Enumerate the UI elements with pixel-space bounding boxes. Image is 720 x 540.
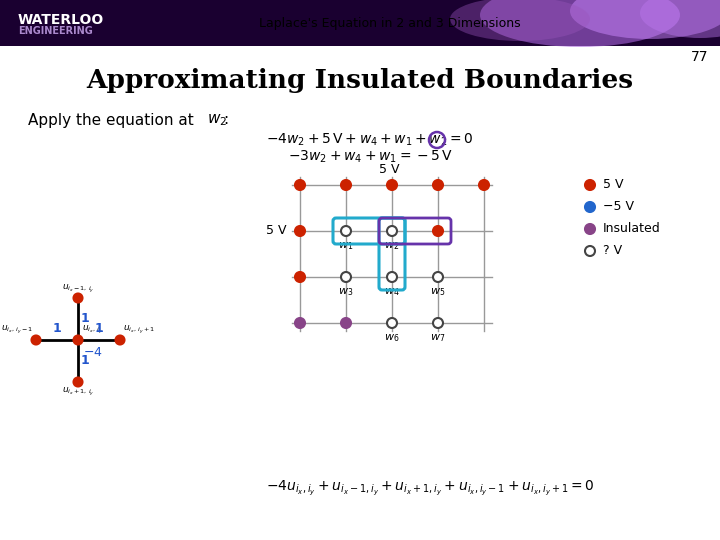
Circle shape [295, 180, 305, 190]
Text: $-3w_2 + w_4 + w_1 = -5\,\mathrm{V}$: $-3w_2 + w_4 + w_1 = -5\,\mathrm{V}$ [287, 149, 452, 165]
Text: $u_{i_x,\,i_y+1}$: $u_{i_x,\,i_y+1}$ [123, 323, 156, 336]
Text: $u_{i_x-1,\,i_y}$: $u_{i_x-1,\,i_y}$ [62, 282, 94, 295]
Circle shape [341, 318, 351, 328]
Circle shape [341, 226, 351, 236]
Text: −5 V: −5 V [603, 200, 634, 213]
Circle shape [295, 318, 305, 328]
Text: $u_{i_x+1,\,i_y}$: $u_{i_x+1,\,i_y}$ [62, 385, 94, 397]
Ellipse shape [640, 0, 720, 38]
Circle shape [115, 335, 125, 345]
Text: 1: 1 [94, 322, 104, 335]
Text: $w_4$: $w_4$ [384, 286, 400, 298]
Text: $-4$: $-4$ [83, 346, 103, 359]
Text: Approximating Insulated Boundaries: Approximating Insulated Boundaries [86, 68, 634, 93]
Circle shape [387, 180, 397, 190]
Text: $w_5$: $w_5$ [431, 286, 446, 298]
Circle shape [73, 377, 83, 387]
Circle shape [341, 272, 351, 282]
Text: 1: 1 [81, 354, 90, 368]
Circle shape [387, 318, 397, 328]
Text: $w_2$: $w_2$ [207, 112, 227, 128]
Text: Laplace's Equation in 2 and 3 Dimensions: Laplace's Equation in 2 and 3 Dimensions [259, 17, 521, 30]
Text: Apply the equation at: Apply the equation at [28, 112, 199, 127]
Text: $u_{i_x,\,i_y-1}$: $u_{i_x,\,i_y-1}$ [1, 323, 33, 336]
Text: 1: 1 [81, 313, 90, 326]
Text: $-4w_2 + 5\,\mathrm{V} + w_4 + w_1 + w_2 = 0$: $-4w_2 + 5\,\mathrm{V} + w_4 + w_1 + w_2… [266, 132, 474, 148]
Text: Insulated: Insulated [603, 222, 661, 235]
Circle shape [585, 180, 595, 190]
Circle shape [73, 335, 83, 345]
Circle shape [585, 224, 595, 234]
Text: $u_{i_x,\,i_y}$: $u_{i_x,\,i_y}$ [82, 323, 103, 336]
Circle shape [585, 246, 595, 256]
Text: 77: 77 [690, 50, 708, 64]
Text: ? V: ? V [603, 245, 622, 258]
Circle shape [479, 180, 489, 190]
Circle shape [32, 335, 40, 345]
Circle shape [433, 226, 443, 236]
Text: $w_6$: $w_6$ [384, 332, 400, 344]
Text: $w_7$: $w_7$ [431, 332, 446, 344]
Text: WATERLOO: WATERLOO [18, 13, 104, 27]
Text: 5 V: 5 V [603, 179, 624, 192]
Text: $w_1$: $w_1$ [338, 240, 354, 252]
Circle shape [433, 180, 443, 190]
Circle shape [295, 226, 305, 236]
Text: $w_3$: $w_3$ [338, 286, 354, 298]
Circle shape [433, 318, 443, 328]
Ellipse shape [480, 0, 680, 47]
Circle shape [433, 272, 443, 282]
Circle shape [295, 272, 305, 282]
Circle shape [585, 202, 595, 212]
Text: 5 V: 5 V [379, 163, 400, 176]
Text: $w_2$: $w_2$ [384, 240, 400, 252]
Circle shape [387, 272, 397, 282]
Bar [0, 0, 720, 46]
Text: :: : [223, 112, 228, 127]
Text: 1: 1 [53, 322, 61, 335]
Ellipse shape [570, 0, 720, 39]
Text: $-4u_{i_x,i_y} + u_{i_x-1,i_y} + u_{i_x+1,i_y} + u_{i_x,i_y-1} + u_{i_x,i_y+1} =: $-4u_{i_x,i_y} + u_{i_x-1,i_y} + u_{i_x+… [266, 478, 595, 497]
Text: 5 V: 5 V [266, 225, 287, 238]
Text: ENGINEERING: ENGINEERING [18, 26, 93, 36]
Circle shape [73, 294, 83, 302]
Circle shape [341, 180, 351, 190]
Ellipse shape [450, 0, 590, 41]
Circle shape [387, 226, 397, 236]
